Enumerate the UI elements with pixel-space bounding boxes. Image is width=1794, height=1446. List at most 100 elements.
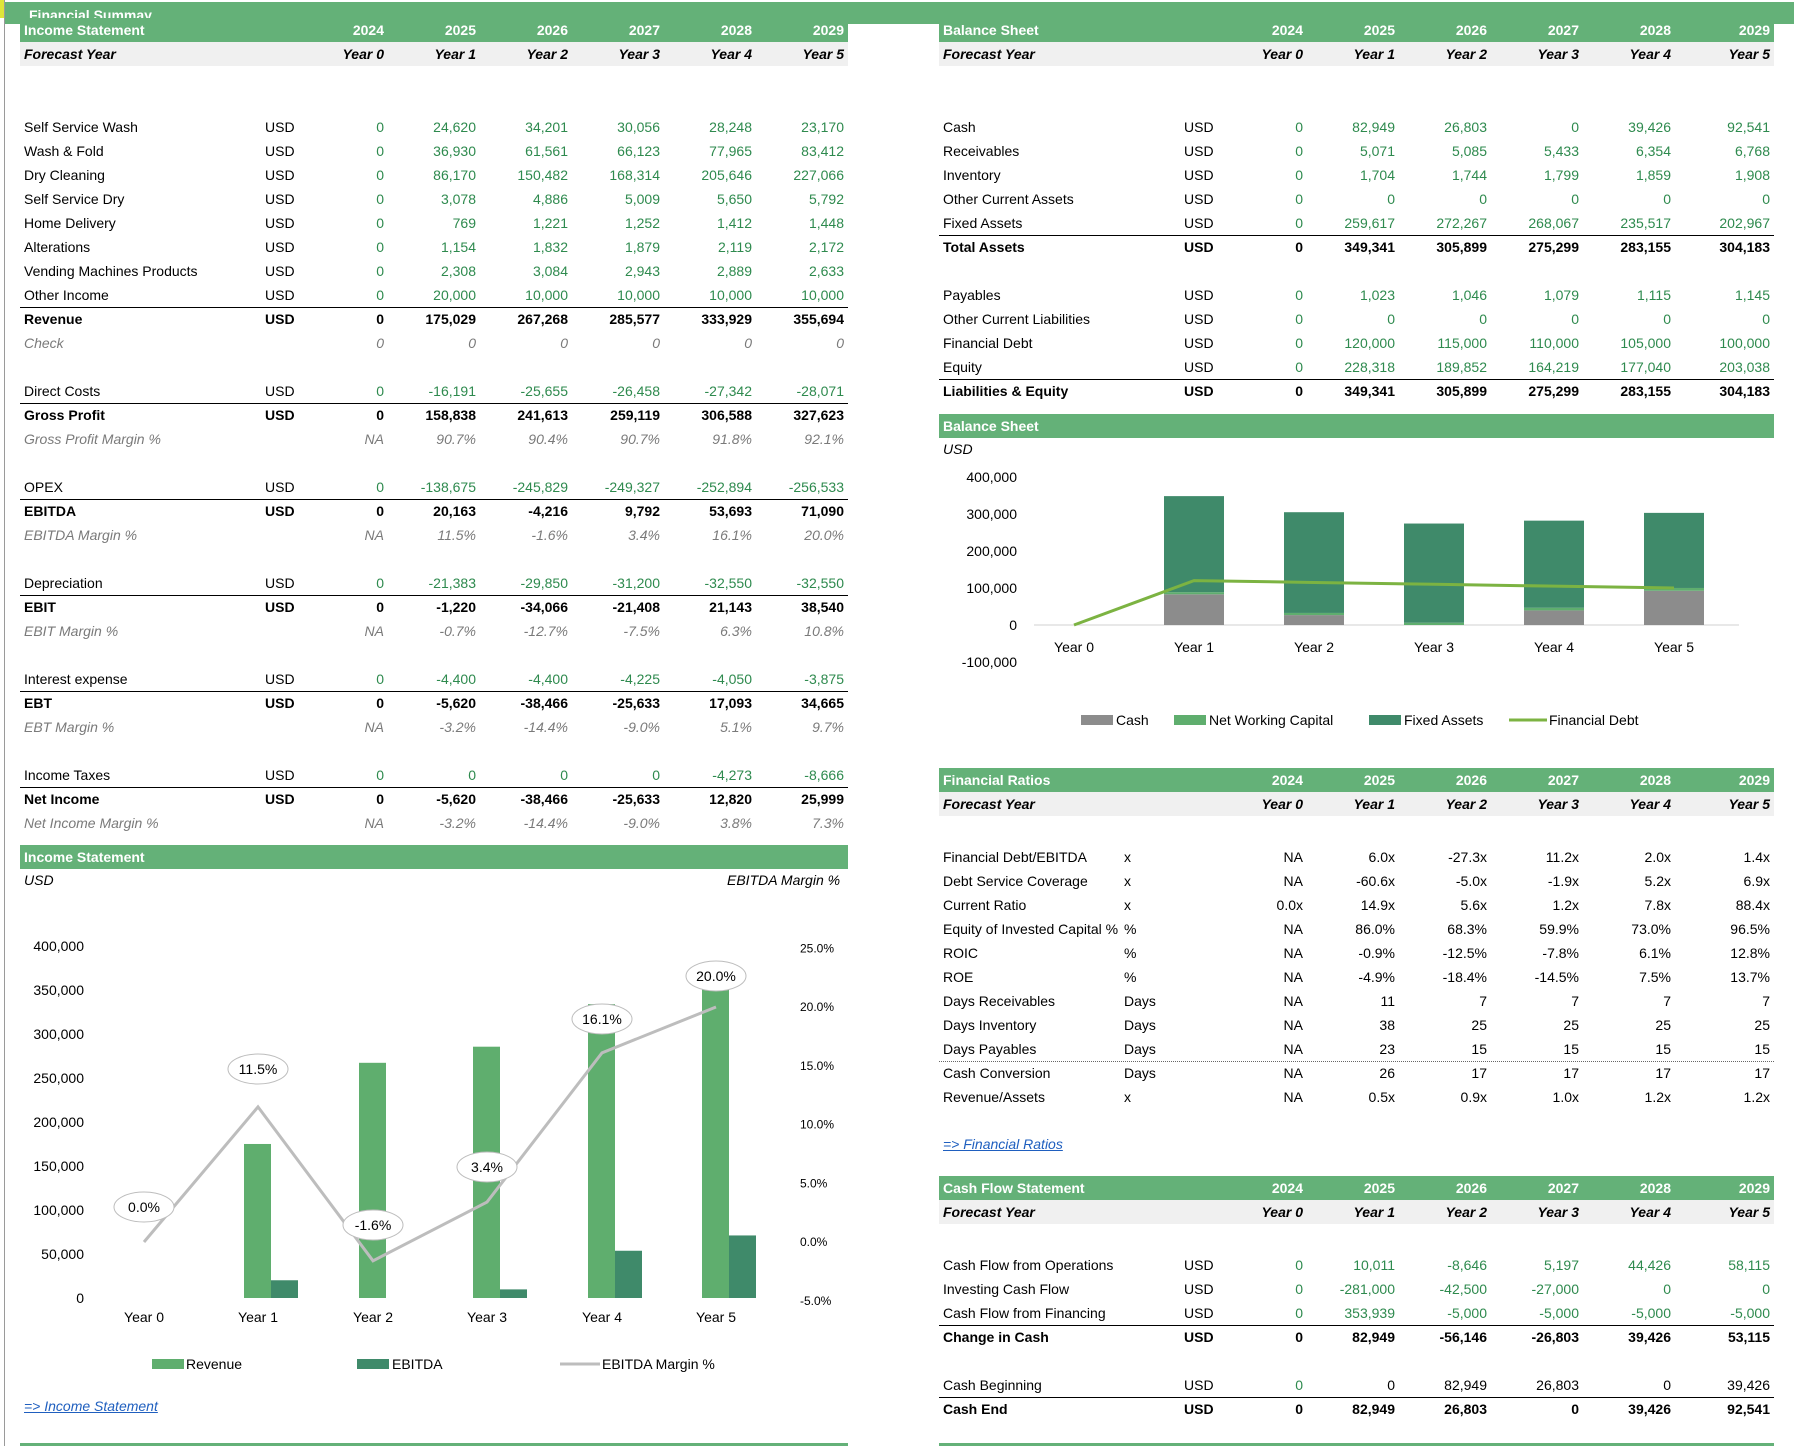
row-label: Interest expense [24, 671, 128, 687]
row-value: 0 [1295, 359, 1303, 375]
row-value: 92.1% [804, 431, 844, 447]
row-value: 23 [1379, 1041, 1395, 1057]
row-value: 305,899 [1436, 383, 1487, 399]
row-value: 39,426 [1628, 119, 1671, 135]
row-value: 71,090 [801, 503, 844, 519]
row-value: 13.7% [1730, 969, 1770, 985]
y-tick-label: 400,000 [966, 469, 1017, 485]
margin-callout-label: -1.6% [355, 1217, 392, 1233]
row-value: -0.7% [439, 623, 476, 639]
period-5: Year 5 [1728, 1204, 1770, 1220]
row-label: Alterations [24, 239, 91, 255]
row-value: -9.0% [623, 719, 660, 735]
row-value: 0 [560, 335, 568, 351]
row-value: -1,220 [436, 599, 476, 615]
row-label: Other Current Assets [943, 191, 1074, 207]
row-value: 7.8x [1644, 897, 1671, 913]
row-value: 20,000 [433, 287, 476, 303]
row-value: 0 [376, 191, 384, 207]
row-value: -4,400 [436, 671, 476, 687]
row-value: -245,829 [512, 479, 568, 495]
row-value: 26 [1379, 1065, 1395, 1081]
row-unit: % [1124, 921, 1137, 937]
row-value: -32,550 [704, 575, 752, 591]
row-label: EBIT [24, 599, 56, 615]
row-value: 0 [744, 335, 752, 351]
legend-label: Cash [1116, 712, 1149, 728]
x-tick-label: Year 0 [124, 1309, 164, 1325]
y-tick-label: 150,000 [33, 1158, 84, 1174]
row-value: 6.9x [1743, 873, 1770, 889]
row-value: NA [364, 623, 384, 639]
table-row: EBT USD 0 -5,620 -38,466 -25,633 17,093 34,665 [20, 691, 848, 715]
y-tick-label: 350,000 [33, 982, 84, 998]
ebitda-margin-line [142, 1005, 717, 1263]
row-label: Other Income [24, 287, 109, 303]
forecast-year-label: Forecast Year [24, 46, 116, 62]
row-unit: USD [265, 671, 295, 687]
row-value: 0 [1571, 311, 1579, 327]
row-value: 0 [1295, 239, 1303, 255]
row-unit: x [1124, 873, 1131, 889]
table-row: Alterations USD 0 1,154 1,832 1,879 2,119 2,172 [20, 235, 848, 259]
table-row: Change in Cash USD 0 82,949 -56,146 -26,803 39… [939, 1325, 1774, 1349]
legend-swatch [1369, 715, 1401, 725]
table-row: Investing Cash Flow USD 0 -281,000 -42,500 -2… [939, 1277, 1774, 1301]
table-row: Cash End USD 0 82,949 26,803 0 39,426 92,541 [939, 1397, 1774, 1421]
y2-tick-label: 20.0% [800, 1000, 834, 1014]
row-value: -5,000 [1539, 1305, 1579, 1321]
row-unit: Days [1124, 1017, 1156, 1033]
row-label: ROIC [943, 945, 978, 961]
row-value: 82,949 [1352, 119, 1395, 135]
row-value: 6.0x [1368, 849, 1395, 865]
fixed-assets-bar [1404, 523, 1464, 623]
row-value: 235,517 [1620, 215, 1671, 231]
row-value: -4,400 [528, 671, 568, 687]
row-value: 0.5x [1368, 1089, 1395, 1105]
period-1: Year 1 [1353, 46, 1395, 62]
row-value: 0 [1295, 167, 1303, 183]
row-value: 6,354 [1635, 143, 1671, 159]
row-label: Cash Flow from Operations [943, 1257, 1114, 1273]
financial-ratios-table-header-row: Financial Ratios 2024 2025 2026 2027 2028 2029 [939, 768, 1774, 792]
row-value: NA [1283, 1089, 1303, 1105]
net-working-capital-bar [1524, 607, 1584, 611]
x-tick-label: Year 3 [1414, 639, 1454, 655]
row-value: -7.8% [1542, 945, 1579, 961]
row-value: -281,000 [1339, 1281, 1395, 1297]
row-value: 61,561 [525, 143, 568, 159]
period-4: Year 4 [1629, 796, 1671, 812]
y-tick-label: 300,000 [33, 1026, 84, 1042]
x-tick-label: Year 5 [1654, 639, 1694, 655]
row-value: 1,115 [1637, 287, 1671, 303]
row-value: 0 [376, 671, 384, 687]
row-value: -8,646 [1447, 1257, 1487, 1273]
row-value: 24,620 [433, 119, 476, 135]
income-statement-link[interactable]: => Income Statement [24, 1398, 158, 1414]
row-unit: USD [265, 575, 295, 591]
row-value: -28,071 [796, 383, 844, 399]
row-label: Days Receivables [943, 993, 1056, 1009]
margin-callout-label: 16.1% [582, 1011, 622, 1027]
row-value: 86.0% [1355, 921, 1395, 937]
table-row: Days Receivables Days NA 11 7 7 7 7 [939, 989, 1774, 1013]
row-value: 21,143 [709, 599, 752, 615]
financial-ratios-table-forecast-row: Forecast Year Year 0 Year 1 Year 2 Year 3 Yea… [939, 792, 1774, 816]
table-row: Wash & Fold USD 0 36,930 61,561 66,123 77,965 8… [20, 139, 848, 163]
x-tick-label: Year 4 [582, 1309, 622, 1325]
row-value: 0 [1387, 311, 1395, 327]
table-row: Gross Profit Margin % NA 90.7% 90.4% 90.7% 91… [20, 427, 848, 451]
margin-callout-label: 0.0% [128, 1199, 160, 1215]
row-value: 0 [376, 695, 384, 711]
table-row: OPEX USD 0 -138,675 -245,829 -249,327 -252,894… [20, 475, 848, 500]
row-label: EBITDA [24, 503, 77, 519]
row-unit: USD [1184, 311, 1214, 327]
table-row: Self Service Dry USD 0 3,078 4,886 5,009 5,650… [20, 187, 848, 211]
row-value: NA [1283, 1065, 1303, 1081]
y-tick-label: 300,000 [966, 506, 1017, 522]
row-value: 304,183 [1719, 239, 1770, 255]
financial-ratios-link[interactable]: => Financial Ratios [943, 1136, 1063, 1152]
row-value: 15 [1471, 1041, 1487, 1057]
row-value: 96.5% [1730, 921, 1770, 937]
period-0: Year 0 [1261, 1204, 1303, 1220]
